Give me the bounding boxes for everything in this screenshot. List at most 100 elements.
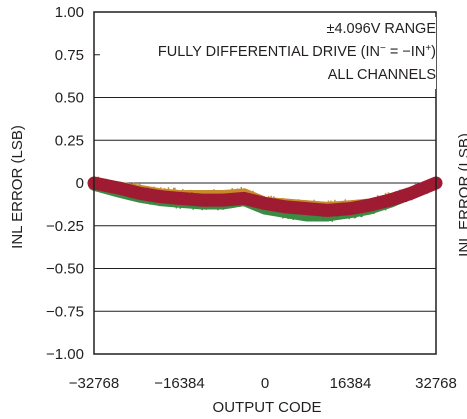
series-point (173, 194, 175, 197)
series-point (101, 188, 103, 191)
series-point (312, 201, 314, 204)
series-point (140, 187, 142, 190)
series-point (217, 208, 219, 211)
x-tick-label: 32768 (415, 375, 457, 392)
series-point (288, 203, 291, 206)
series-point (384, 192, 387, 195)
grid-lines (94, 54, 436, 312)
series-point (416, 194, 418, 197)
series-point (235, 191, 237, 194)
series-point (325, 205, 327, 208)
series-point (317, 212, 319, 215)
series-point (195, 197, 197, 200)
series-point (269, 197, 271, 200)
y-tick-label: 0.75 (55, 47, 84, 64)
series-point (166, 199, 168, 202)
series-point (331, 219, 333, 222)
series-point (313, 199, 315, 202)
series-point (171, 198, 174, 201)
series-point (299, 218, 301, 221)
series-point (351, 212, 353, 215)
series-point (323, 219, 326, 222)
series-point (306, 215, 309, 218)
x-tick-label: 0 (261, 375, 269, 392)
series-point (158, 188, 161, 191)
series-point (134, 191, 136, 194)
series-point (329, 208, 331, 211)
y-tick-label: −1.00 (46, 346, 84, 363)
series-point (297, 203, 300, 206)
series-point (126, 193, 128, 196)
x-axis-label: OUTPUT CODE (213, 399, 322, 416)
series-point (362, 203, 365, 205)
series-point (270, 195, 272, 198)
series-point (356, 206, 358, 209)
series-point (109, 190, 111, 193)
series-point (278, 215, 280, 217)
series-point (277, 210, 279, 213)
series-point (117, 183, 119, 186)
series-point (418, 185, 421, 188)
series-point (240, 186, 242, 189)
series-point (370, 198, 372, 201)
series-point (252, 190, 254, 193)
series-point (334, 204, 336, 207)
series-point (274, 198, 276, 201)
series-point (189, 197, 192, 200)
series-point (313, 215, 315, 218)
series-point (131, 193, 133, 196)
series-point (295, 203, 297, 206)
series-point (267, 211, 270, 214)
series-point (163, 188, 166, 191)
series-point (210, 196, 213, 199)
series-point (160, 199, 162, 202)
series-point (387, 192, 389, 195)
series-point (348, 217, 350, 220)
series-point (161, 190, 163, 193)
series-point (309, 204, 311, 207)
series-point (148, 199, 150, 202)
series-point (273, 199, 275, 202)
series-point (131, 198, 133, 201)
series-point (189, 189, 192, 192)
series-point (267, 202, 270, 205)
series-point (208, 195, 210, 198)
series-point (321, 209, 323, 211)
series-point (106, 180, 109, 183)
series-point (184, 192, 187, 195)
series-point (153, 199, 155, 202)
series-point (256, 195, 258, 198)
series-point (158, 204, 161, 207)
series-point (165, 201, 167, 204)
y-tick-label: 0.50 (55, 90, 84, 107)
series-point (199, 204, 201, 207)
series-point (283, 208, 285, 211)
series-point (119, 190, 122, 193)
series-point (154, 200, 157, 203)
series-point (208, 192, 210, 195)
series-point (392, 201, 395, 204)
series-point (388, 194, 391, 197)
series-point (353, 202, 356, 205)
series-point (300, 200, 302, 203)
series-point (293, 204, 296, 207)
series-point (399, 200, 401, 203)
y-tick-label: −0.75 (46, 303, 84, 320)
series-point (292, 203, 294, 206)
series-point (230, 206, 232, 209)
series-point (222, 204, 224, 206)
series-point (339, 201, 341, 204)
series-point (434, 185, 436, 188)
series-point (247, 198, 249, 201)
series-point (313, 209, 315, 212)
series-point (429, 185, 431, 188)
series-point (344, 212, 346, 215)
series-point (405, 200, 408, 202)
series-point (312, 207, 314, 210)
series-point (226, 202, 228, 205)
series-point (312, 215, 314, 218)
series-point (161, 203, 163, 206)
series-point (235, 199, 237, 202)
series-point (196, 191, 198, 194)
